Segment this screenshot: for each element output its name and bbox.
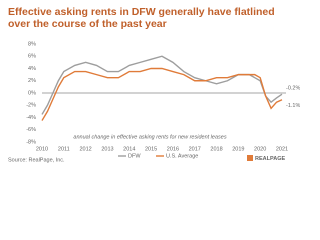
x-tick-label: 2013 — [101, 146, 113, 152]
source: Source: RealPage, Inc. — [8, 157, 65, 163]
y-tick-label: -2% — [26, 103, 36, 109]
x-tick-label: 2014 — [123, 146, 135, 152]
x-tick-label: 2015 — [145, 146, 157, 152]
logo: REALPAGE — [255, 156, 285, 162]
x-tick-label: 2020 — [254, 146, 266, 152]
x-tick-label: 2017 — [189, 146, 201, 152]
y-tick-label: 2% — [28, 78, 36, 84]
y-tick-label: -4% — [26, 115, 36, 121]
x-tick-label: 2016 — [167, 146, 179, 152]
x-tick-label: 2012 — [80, 146, 92, 152]
x-tick-label: 2021 — [276, 146, 288, 152]
series-line — [41, 55, 283, 115]
y-tick-label: 4% — [28, 66, 36, 72]
annotation: annual change in effective asking rents … — [73, 134, 226, 140]
y-tick-label: 6% — [28, 54, 36, 60]
logo-icon — [247, 155, 253, 161]
chart-title: Effective asking rents in DFW generally … — [8, 6, 275, 30]
y-tick-label: 0% — [28, 90, 36, 96]
y-tick-label: -8% — [26, 139, 36, 145]
y-tick-label: 8% — [28, 41, 36, 47]
x-tick-label: 2011 — [58, 146, 70, 152]
end-label: -1.1% — [286, 103, 300, 109]
legend-label: U.S. Average — [166, 153, 198, 159]
x-tick-label: 2018 — [210, 146, 222, 152]
x-tick-label: 2019 — [232, 146, 244, 152]
chart: annual change in effective asking rents … — [8, 41, 300, 163]
x-tick-label: 2010 — [36, 146, 48, 152]
legend-label: DFW — [128, 153, 141, 159]
series-line — [41, 67, 283, 121]
y-tick-label: -6% — [26, 127, 36, 133]
end-label: -0.2% — [286, 86, 300, 92]
page: Effective asking rents in DFW generally … — [8, 6, 300, 164]
